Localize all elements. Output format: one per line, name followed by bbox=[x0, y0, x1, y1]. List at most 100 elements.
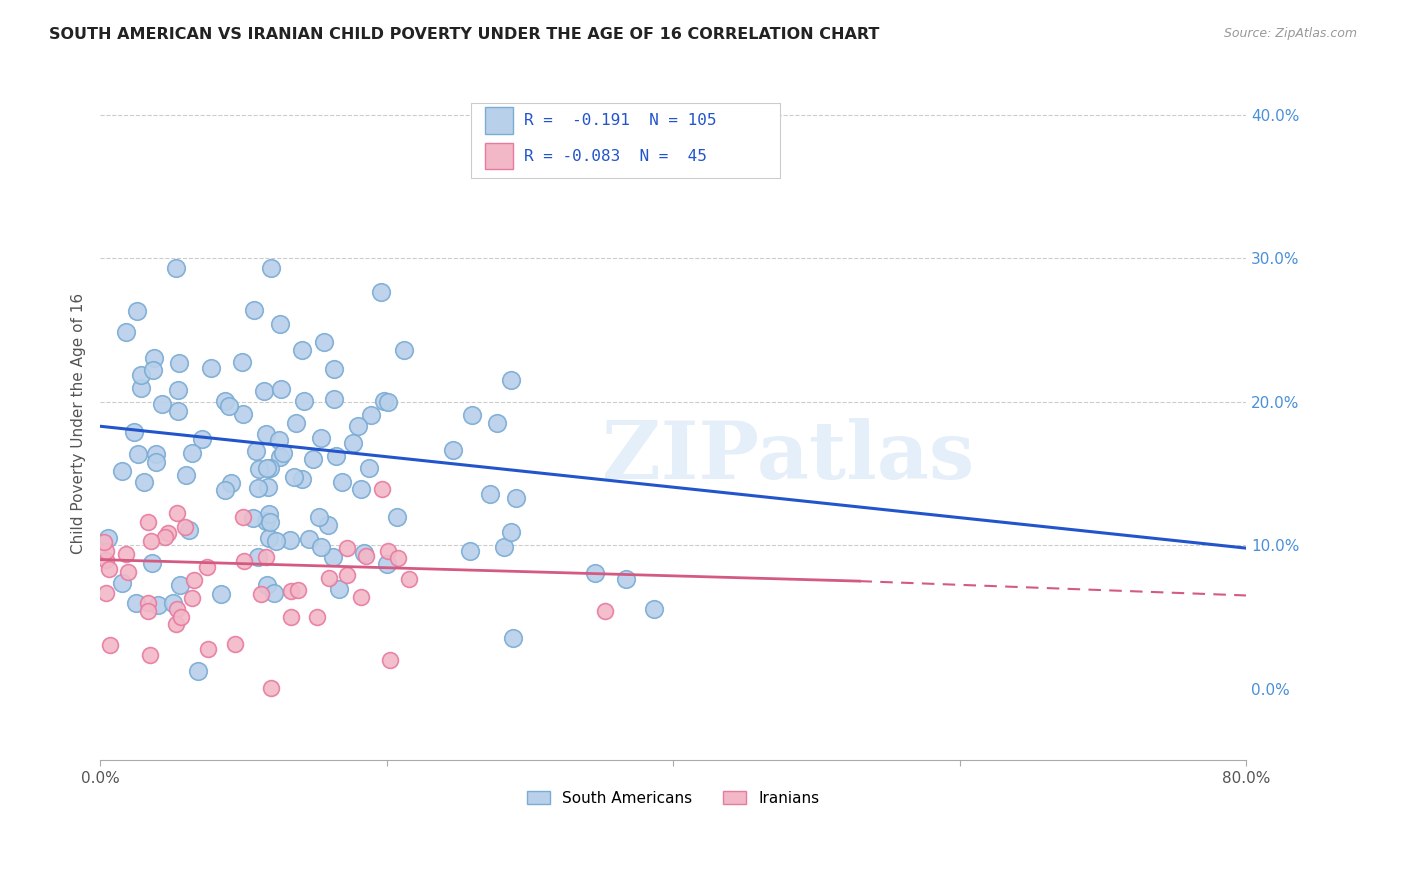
Point bbox=[392, 343, 415, 358]
Point bbox=[132, 475, 155, 489]
Point bbox=[142, 363, 165, 377]
Point bbox=[643, 602, 665, 616]
Point bbox=[292, 393, 315, 408]
Point bbox=[502, 631, 524, 645]
Point bbox=[173, 520, 195, 534]
Point bbox=[131, 368, 153, 382]
Point bbox=[273, 446, 295, 460]
Point bbox=[342, 435, 364, 450]
Point bbox=[353, 546, 375, 560]
Point bbox=[187, 664, 209, 678]
Point bbox=[307, 609, 329, 624]
Text: SOUTH AMERICAN VS IRANIAN CHILD POVERTY UNDER THE AGE OF 16 CORRELATION CHART: SOUTH AMERICAN VS IRANIAN CHILD POVERTY … bbox=[49, 27, 880, 42]
Point bbox=[257, 480, 280, 494]
Point bbox=[301, 452, 323, 467]
Point bbox=[485, 417, 508, 431]
Point bbox=[254, 514, 277, 528]
Point bbox=[136, 515, 159, 529]
Point bbox=[165, 617, 187, 632]
Point bbox=[259, 515, 281, 529]
Point bbox=[231, 354, 253, 368]
Point bbox=[377, 544, 399, 558]
Point bbox=[232, 510, 254, 524]
Point bbox=[385, 509, 408, 524]
Point bbox=[377, 395, 399, 409]
Point bbox=[125, 596, 148, 610]
Point bbox=[350, 590, 373, 604]
Point bbox=[224, 637, 246, 651]
Point bbox=[287, 582, 309, 597]
Point bbox=[311, 540, 333, 554]
Point bbox=[291, 343, 314, 358]
Point bbox=[256, 460, 278, 475]
Point bbox=[269, 433, 291, 447]
Point bbox=[94, 586, 117, 600]
Point bbox=[298, 532, 321, 546]
Point bbox=[209, 587, 232, 601]
Point bbox=[254, 549, 277, 564]
Point bbox=[181, 446, 204, 460]
Point bbox=[136, 595, 159, 609]
Point bbox=[260, 260, 283, 275]
Point bbox=[162, 596, 184, 610]
Point bbox=[314, 335, 336, 350]
Point bbox=[336, 568, 359, 582]
Point bbox=[197, 642, 219, 657]
Point bbox=[285, 416, 308, 430]
Legend: South Americans, Iranians: South Americans, Iranians bbox=[519, 783, 827, 814]
Point bbox=[614, 572, 637, 586]
Point bbox=[115, 325, 138, 339]
Point bbox=[370, 482, 392, 496]
Point bbox=[98, 638, 121, 652]
Point bbox=[350, 482, 373, 496]
Point bbox=[245, 443, 267, 458]
Point bbox=[247, 481, 270, 495]
Point bbox=[247, 462, 270, 476]
Point bbox=[146, 598, 169, 612]
Point bbox=[260, 681, 283, 695]
Point bbox=[139, 533, 162, 548]
Point bbox=[150, 397, 173, 411]
Point bbox=[460, 408, 482, 422]
Point bbox=[180, 591, 202, 605]
Point bbox=[336, 541, 359, 556]
Point bbox=[169, 578, 191, 592]
Point bbox=[94, 544, 117, 558]
Point bbox=[318, 571, 340, 585]
Point bbox=[141, 556, 163, 570]
Point bbox=[494, 541, 516, 555]
Point bbox=[458, 543, 481, 558]
Point bbox=[98, 562, 121, 576]
Point bbox=[115, 547, 138, 561]
Point bbox=[157, 526, 180, 541]
Point bbox=[139, 648, 162, 662]
Point bbox=[190, 432, 212, 446]
Point bbox=[218, 400, 240, 414]
Point bbox=[246, 549, 269, 564]
Point bbox=[322, 392, 344, 406]
Point bbox=[323, 361, 346, 376]
Point bbox=[145, 447, 167, 461]
Point bbox=[256, 578, 278, 592]
Point bbox=[356, 549, 378, 564]
Point bbox=[309, 431, 332, 445]
Point bbox=[97, 531, 120, 545]
Point bbox=[167, 356, 190, 370]
Point bbox=[174, 468, 197, 483]
Point bbox=[257, 531, 280, 545]
Point bbox=[280, 609, 302, 624]
Point bbox=[214, 483, 236, 497]
Point bbox=[263, 585, 285, 599]
Point bbox=[143, 351, 166, 365]
Point bbox=[257, 507, 280, 521]
Point bbox=[325, 450, 347, 464]
Point bbox=[501, 373, 523, 387]
Point bbox=[183, 573, 205, 587]
Y-axis label: Child Poverty Under the Age of 16: Child Poverty Under the Age of 16 bbox=[72, 293, 86, 554]
Point bbox=[232, 408, 254, 422]
Point bbox=[138, 604, 160, 618]
Point bbox=[153, 530, 176, 544]
Point bbox=[166, 506, 188, 520]
Point bbox=[280, 584, 302, 599]
Point bbox=[200, 360, 222, 375]
